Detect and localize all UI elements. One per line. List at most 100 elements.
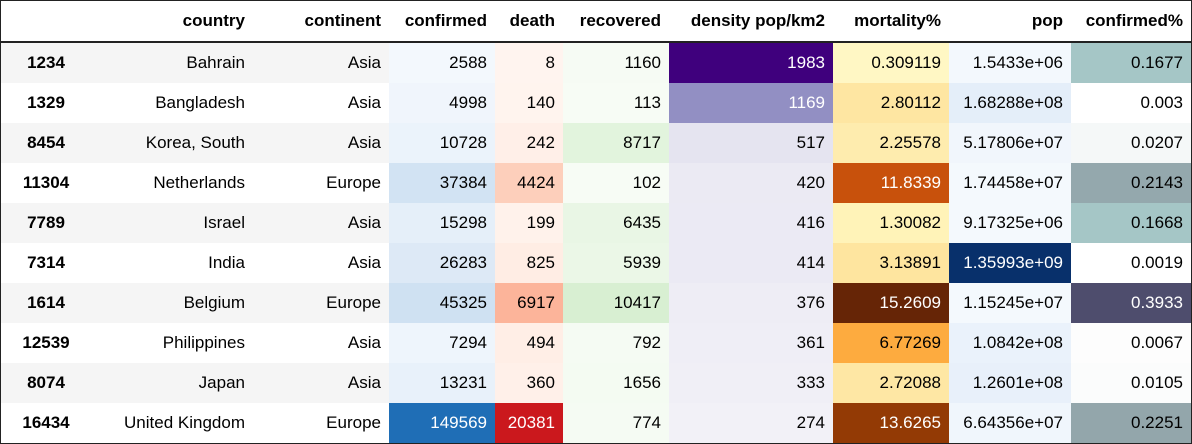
- cell-density: 274: [669, 403, 833, 443]
- cell-death: 8: [495, 42, 563, 83]
- table-row: 1329 Bangladesh Asia 4998 140 113 1169 2.80112 1…: [1, 83, 1191, 123]
- cell-continent: Asia: [347, 213, 381, 232]
- column-header-confirmed: confirmed: [389, 1, 495, 43]
- cell-confirmed-pct: 0.1677: [1071, 42, 1191, 83]
- cell-mortality: 2.25578: [833, 123, 949, 163]
- table-row: 16434 United Kingdom Europe 149569 20381 774 2…: [1, 403, 1191, 443]
- table-row: 12539 Philippines Asia 7294 494 792 361 6.77269…: [1, 323, 1191, 363]
- cell-confirmed: 149569: [389, 403, 495, 443]
- row-index: 1234: [27, 53, 65, 72]
- cell-mortality: 13.6265: [833, 403, 949, 443]
- row-index: 11304: [22, 173, 70, 192]
- cell-death: 494: [495, 323, 563, 363]
- cell-recovered: 1656: [563, 363, 669, 403]
- cell-death: 360: [495, 363, 563, 403]
- cell-confirmed-pct: 0.003: [1071, 83, 1191, 123]
- cell-pop: 1.35993e+09: [949, 243, 1071, 283]
- row-index: 12539: [22, 333, 70, 352]
- cell-density: 1169: [669, 83, 833, 123]
- cell-mortality: 2.80112: [833, 83, 949, 123]
- table-row: 8454 Korea, South Asia 10728 242 8717 517 2.255…: [1, 123, 1191, 163]
- cell-country: India: [208, 253, 245, 272]
- cell-country: United Kingdom: [124, 413, 245, 432]
- cell-continent: Europe: [326, 173, 381, 192]
- cell-confirmed-pct: 0.3933: [1071, 283, 1191, 323]
- cell-mortality: 2.72088: [833, 363, 949, 403]
- cell-confirmed: 37384: [389, 163, 495, 203]
- cell-pop: 1.68288e+08: [949, 83, 1071, 123]
- cell-pop: 1.15245e+07: [949, 283, 1071, 323]
- cell-density: 333: [669, 363, 833, 403]
- column-header-continent: continent: [253, 1, 389, 43]
- cell-mortality: 11.8339: [833, 163, 949, 203]
- cell-mortality: 6.77269: [833, 323, 949, 363]
- column-header-death: death: [495, 1, 563, 43]
- cell-country: Bahrain: [186, 53, 245, 72]
- cell-country: Philippines: [162, 333, 245, 352]
- cell-country: Israel: [203, 213, 245, 232]
- cell-pop: 1.2601e+08: [949, 363, 1071, 403]
- cell-recovered: 113: [563, 83, 669, 123]
- row-index: 8074: [27, 373, 65, 392]
- cell-density: 376: [669, 283, 833, 323]
- cell-continent: Asia: [347, 53, 381, 72]
- cell-confirmed: 15298: [389, 203, 495, 243]
- column-header-confirmed-: confirmed%: [1071, 1, 1191, 43]
- cell-country: Japan: [198, 373, 245, 392]
- cell-death: 825: [495, 243, 563, 283]
- cell-confirmed: 45325: [389, 283, 495, 323]
- cell-confirmed-pct: 0.0105: [1071, 363, 1191, 403]
- row-index: 8454: [27, 133, 65, 152]
- cell-mortality: 15.2609: [833, 283, 949, 323]
- cell-confirmed-pct: 0.1668: [1071, 203, 1191, 243]
- cell-country: Korea, South: [145, 133, 245, 152]
- cell-recovered: 10417: [563, 283, 669, 323]
- cell-death: 199: [495, 203, 563, 243]
- cell-mortality: 1.30082: [833, 203, 949, 243]
- cell-density: 416: [669, 203, 833, 243]
- column-header-mortality-: mortality%: [833, 1, 949, 43]
- cell-death: 242: [495, 123, 563, 163]
- column-header-pop: pop: [949, 1, 1071, 43]
- cell-confirmed: 2588: [389, 42, 495, 83]
- cell-mortality: 3.13891: [833, 243, 949, 283]
- table-row: 7789 Israel Asia 15298 199 6435 416 1.30082 9.17…: [1, 203, 1191, 243]
- table-row: 7314 India Asia 26283 825 5939 414 3.13891 1.359…: [1, 243, 1191, 283]
- cell-continent: Europe: [326, 413, 381, 432]
- cell-confirmed: 26283: [389, 243, 495, 283]
- cell-country: Belgium: [183, 293, 245, 312]
- cell-mortality: 0.309119: [833, 42, 949, 83]
- cell-pop: 5.17806e+07: [949, 123, 1071, 163]
- cell-density: 361: [669, 323, 833, 363]
- column-header-recovered: recovered: [563, 1, 669, 43]
- cell-death: 140: [495, 83, 563, 123]
- cell-density: 414: [669, 243, 833, 283]
- cell-recovered: 5939: [563, 243, 669, 283]
- table-row: 8074 Japan Asia 13231 360 1656 333 2.72088 1.260…: [1, 363, 1191, 403]
- table-row: 11304 Netherlands Europe 37384 4424 102 420 11.…: [1, 163, 1191, 203]
- row-index: 7789: [27, 213, 65, 232]
- table-row: 1234 Bahrain Asia 2588 8 1160 1983 0.309119 1.54…: [1, 42, 1191, 83]
- cell-density: 517: [669, 123, 833, 163]
- cell-density: 1983: [669, 42, 833, 83]
- cell-continent: Asia: [347, 133, 381, 152]
- cell-country: Netherlands: [153, 173, 245, 192]
- column-header-index: [1, 1, 91, 43]
- cell-density: 420: [669, 163, 833, 203]
- cell-pop: 1.0842e+08: [949, 323, 1071, 363]
- cell-pop: 6.64356e+07: [949, 403, 1071, 443]
- cell-continent: Asia: [347, 373, 381, 392]
- cell-continent: Asia: [347, 253, 381, 272]
- cell-confirmed-pct: 0.2143: [1071, 163, 1191, 203]
- header-row: country continent confirmed death recovered d…: [1, 1, 1191, 43]
- row-index: 7314: [27, 253, 65, 272]
- cell-recovered: 102: [563, 163, 669, 203]
- row-index: 16434: [22, 413, 70, 432]
- cell-confirmed-pct: 0.2251: [1071, 403, 1191, 443]
- column-header-density-pop-km2: density pop/km2: [669, 1, 833, 43]
- cell-recovered: 792: [563, 323, 669, 363]
- cell-continent: Asia: [347, 93, 381, 112]
- row-index: 1329: [27, 93, 65, 112]
